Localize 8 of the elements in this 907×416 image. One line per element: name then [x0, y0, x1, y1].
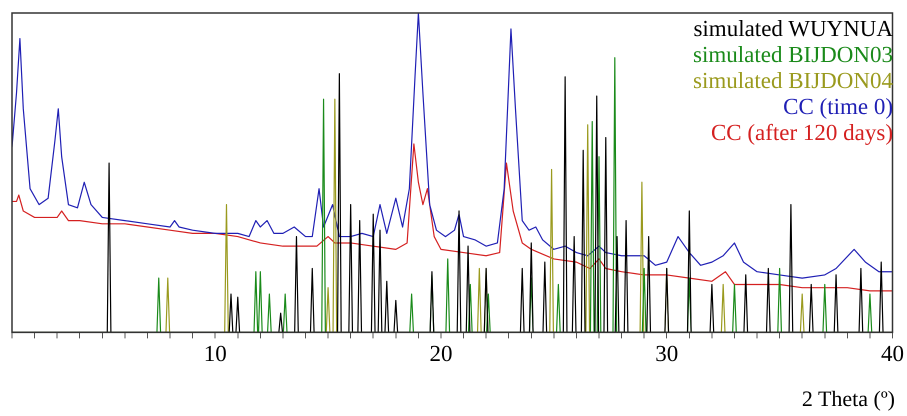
- x-tick-label: 40: [881, 341, 904, 366]
- x-tick-label: 10: [204, 341, 227, 366]
- x-tick-label: 30: [655, 341, 678, 366]
- x-tick-label: 20: [429, 341, 452, 366]
- text: simulated BIJDON03: [693, 42, 893, 68]
- x-axis-title: 2 Theta (º): [802, 386, 895, 412]
- text: CC (after 120 days): [710, 120, 893, 146]
- text: CC (time 0): [782, 94, 893, 120]
